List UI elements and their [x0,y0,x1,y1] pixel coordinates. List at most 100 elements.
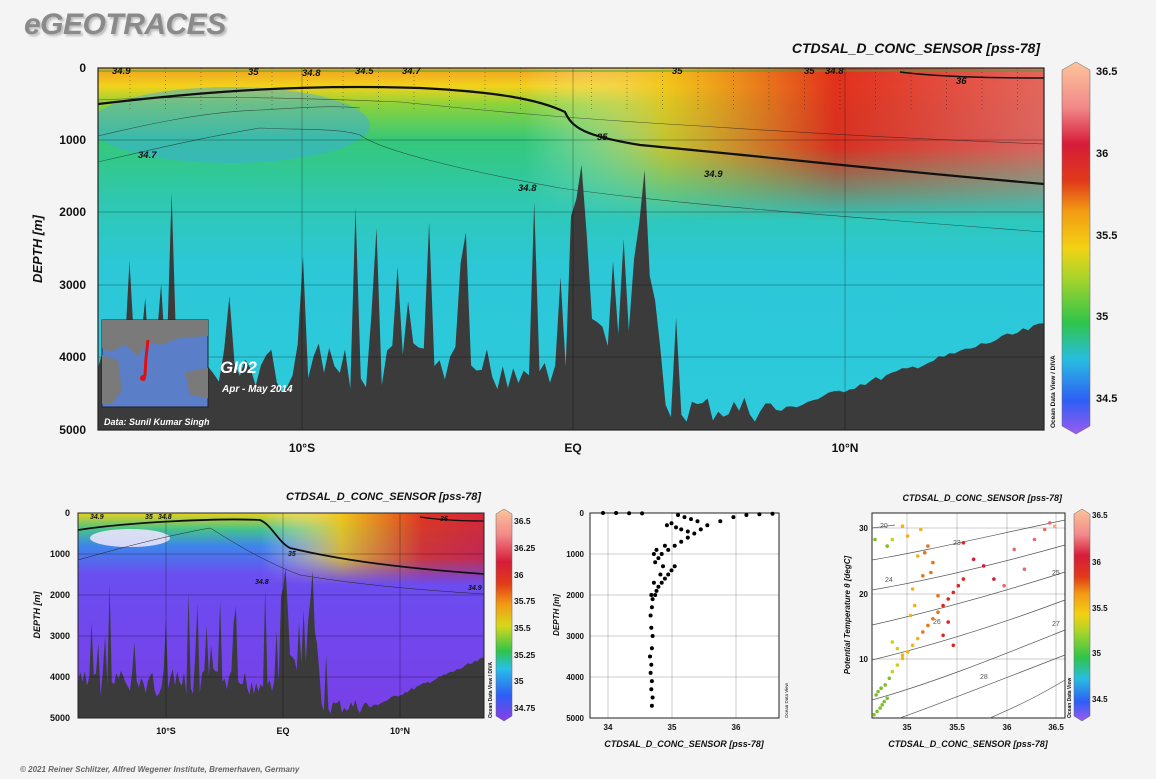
ts-point [931,560,935,565]
profile-point [666,572,671,577]
ts-point [971,557,976,562]
profile-point [649,593,654,597]
main-contour-label: 34.5 [355,66,374,77]
profile-x-tick: 36 [732,723,741,732]
ts-isopycnal-label: 28 [980,674,988,681]
main-y-label: DEPTH [m] [30,214,45,283]
ts-point [929,570,933,575]
ts-colorbar: 36.5 36 35.5 35 34.5 Ocean Data View [1067,508,1108,722]
data-credit: Data: Sunil Kumar Singh [104,417,210,427]
ts-point [910,587,915,591]
main-x-tick: 10°N [832,441,859,455]
profile-point [649,625,654,630]
profile-point [731,515,736,520]
ts-point [926,623,930,628]
ts-point [910,643,915,648]
profile-point [682,515,687,520]
bottom-frame [77,512,485,719]
profile-point [689,517,693,522]
bottom-low-salinity-core [90,529,170,547]
ts-cb-tick: 36 [1092,558,1101,567]
main-contour-label: 34.9 [704,169,723,180]
ts-point [956,583,961,588]
ts-isopycnals [871,519,1066,719]
ts-point [915,554,920,558]
main-surface-layer [98,70,1044,72]
profile-x-label: CTDSAL_D_CONC_SENSOR [pss-78] [604,739,765,749]
main-title: CTDSAL_D_CONC_SENSOR [pss-78] [792,40,1041,56]
ts-point [946,620,950,624]
main-contour-label: 34.8 [518,183,537,194]
main-colorbar: 36.5 36 35.5 35 34.5 Ocean Data View / D… [1050,61,1117,435]
ts-point [961,577,966,581]
ts-point [1012,547,1016,552]
profile-point [672,564,677,569]
ts-y-tick: 20 [859,590,868,599]
profile-point [653,560,658,565]
main-y-tick: 0 [79,61,86,75]
profile-point [649,646,654,651]
ts-point [912,603,917,608]
profile-point [640,511,645,516]
ts-point [941,633,945,638]
profile-point [757,512,762,517]
ts-point [921,574,925,578]
profile-point [656,584,661,589]
profile-point [669,568,674,573]
profile-point [659,552,664,556]
ts-x-tick: 36 [1003,723,1012,732]
profile-point [649,662,654,667]
ts-plot: CTDSAL_D_CONC_SENSOR [pss-78] 20 23 24 2… [843,493,1108,749]
main-y-tick: 3000 [59,278,86,292]
profile-point [651,580,656,585]
bottom-x-tick: 10°N [390,726,410,736]
ts-point [887,676,892,681]
bottom-cb-tick: 35.75 [514,596,536,606]
profile-point [692,531,697,536]
profile-y-tick: 4000 [566,673,584,682]
cruise-dates: Apr - May 2014 [221,384,293,395]
profile-point [650,695,655,700]
bottom-x-tick: 10°S [156,726,176,736]
profile-y-label: DEPTH [m] [552,594,561,636]
profile-point [669,521,674,526]
ts-point [882,699,886,704]
profile-point [627,511,632,516]
bottom-cb-tick: 35.25 [514,650,536,660]
main-cb-tick: 34.5 [1096,393,1117,405]
profile-point [698,527,703,532]
ts-y-label: Potential Temperature θ [degC] [843,555,852,674]
main-contour-label: 36 [956,76,967,87]
bottom-cb-credit: Ocean Data View / DIVA [488,662,494,718]
ts-point [905,650,910,654]
main-bathymetry [98,165,1044,430]
profile-point [674,525,678,530]
profile-y-tick: 5000 [566,714,584,723]
profile-point [656,556,661,561]
profile-point [662,576,667,581]
ts-point [981,564,986,568]
profile-credit: Ocean Data View [784,682,789,718]
ts-point [885,544,889,548]
ts-point [900,656,905,661]
cruise-label: GI02 [220,358,257,377]
profile-point [648,613,653,618]
ts-point [900,653,905,657]
ts-point [879,686,883,690]
bottom-contour-label: 34.8 [158,514,172,521]
ts-x-tick: 35 [903,723,912,732]
profile-point [672,543,677,548]
bottom-cb-tick: 36 [514,570,524,580]
bottom-y-tick: 4000 [50,672,70,682]
bottom-section-plot: CTDSAL_D_CONC_SENSOR [pss-78] 34.9 35 34… [32,491,536,736]
ts-point [919,527,923,532]
ts-point [908,613,913,618]
main-contour-labels: 34.9 35 34.8 34.5 34.7 35 35 34.8 36 35 … [112,66,967,194]
bottom-cb-tick: 35 [514,676,524,686]
bottom-contour-label: 35 [145,514,153,521]
ts-point [923,550,927,555]
ts-point [883,683,887,687]
ts-point [1053,524,1057,528]
profile-point [659,580,664,585]
bottom-y-tick: 1000 [50,549,70,559]
